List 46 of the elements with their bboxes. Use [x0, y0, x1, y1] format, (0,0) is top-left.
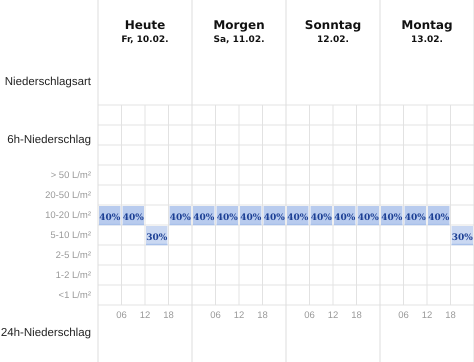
data-label: 40%	[428, 213, 450, 223]
text: 6h-Niederschlag	[7, 134, 91, 146]
data-label: 40%	[240, 213, 262, 223]
text: Montag	[401, 18, 453, 32]
data-label: 40%	[122, 213, 144, 223]
data-label: 40%	[264, 213, 286, 223]
data-label: 30%	[452, 233, 474, 243]
x-tick-label: 06	[304, 310, 315, 321]
text: Sonntag	[304, 18, 362, 32]
text: 24h-Niederschlag	[0, 327, 91, 340]
data-label: 30%	[146, 233, 168, 243]
x-tick-label: 18	[163, 310, 174, 321]
y-tick-label: > 50 L/m²	[50, 170, 91, 181]
text: Sa, 11.02.	[214, 35, 264, 45]
data-label: 40%	[310, 213, 332, 223]
y-tick-label: 5-10 L/m²	[50, 230, 91, 241]
y-tick-label: 2-5 L/m²	[56, 250, 91, 261]
data-label: 40%	[404, 213, 426, 223]
y-tick-label: 10-20 L/m²	[45, 210, 91, 221]
y-tick-label: 1-2 L/m²	[56, 270, 91, 281]
text: Heute	[124, 18, 166, 32]
x-tick-label: 12	[234, 310, 244, 321]
x-tick-label: 12	[422, 310, 432, 321]
x-tick-label: 06	[398, 310, 409, 321]
x-tick-label: 12	[140, 310, 150, 321]
text: Morgen	[213, 18, 265, 32]
text: 12.02.	[317, 35, 349, 45]
y-tick-label: <1 L/m²	[58, 290, 91, 301]
data-label: 40%	[170, 213, 192, 223]
x-tick-label: 06	[116, 310, 127, 321]
x-tick-label: 18	[257, 310, 268, 321]
data-label: 40%	[358, 213, 380, 223]
text: 13.02.	[411, 35, 443, 45]
x-tick-label: 18	[351, 310, 362, 321]
data-label: 40%	[287, 213, 309, 223]
data-label: 40%	[334, 213, 356, 223]
text: Fr, 10.02.	[121, 35, 169, 45]
data-label: 40%	[99, 213, 121, 223]
x-tick-label: 18	[445, 310, 456, 321]
x-tick-label: 06	[210, 310, 221, 321]
x-tick-label: 12	[328, 310, 338, 321]
data-label: 40%	[381, 213, 403, 223]
text: Niederschlagsart	[4, 76, 92, 88]
data-label: 40%	[216, 213, 238, 223]
y-tick-label: 20-50 L/m²	[45, 190, 91, 201]
data-label: 40%	[193, 213, 215, 223]
